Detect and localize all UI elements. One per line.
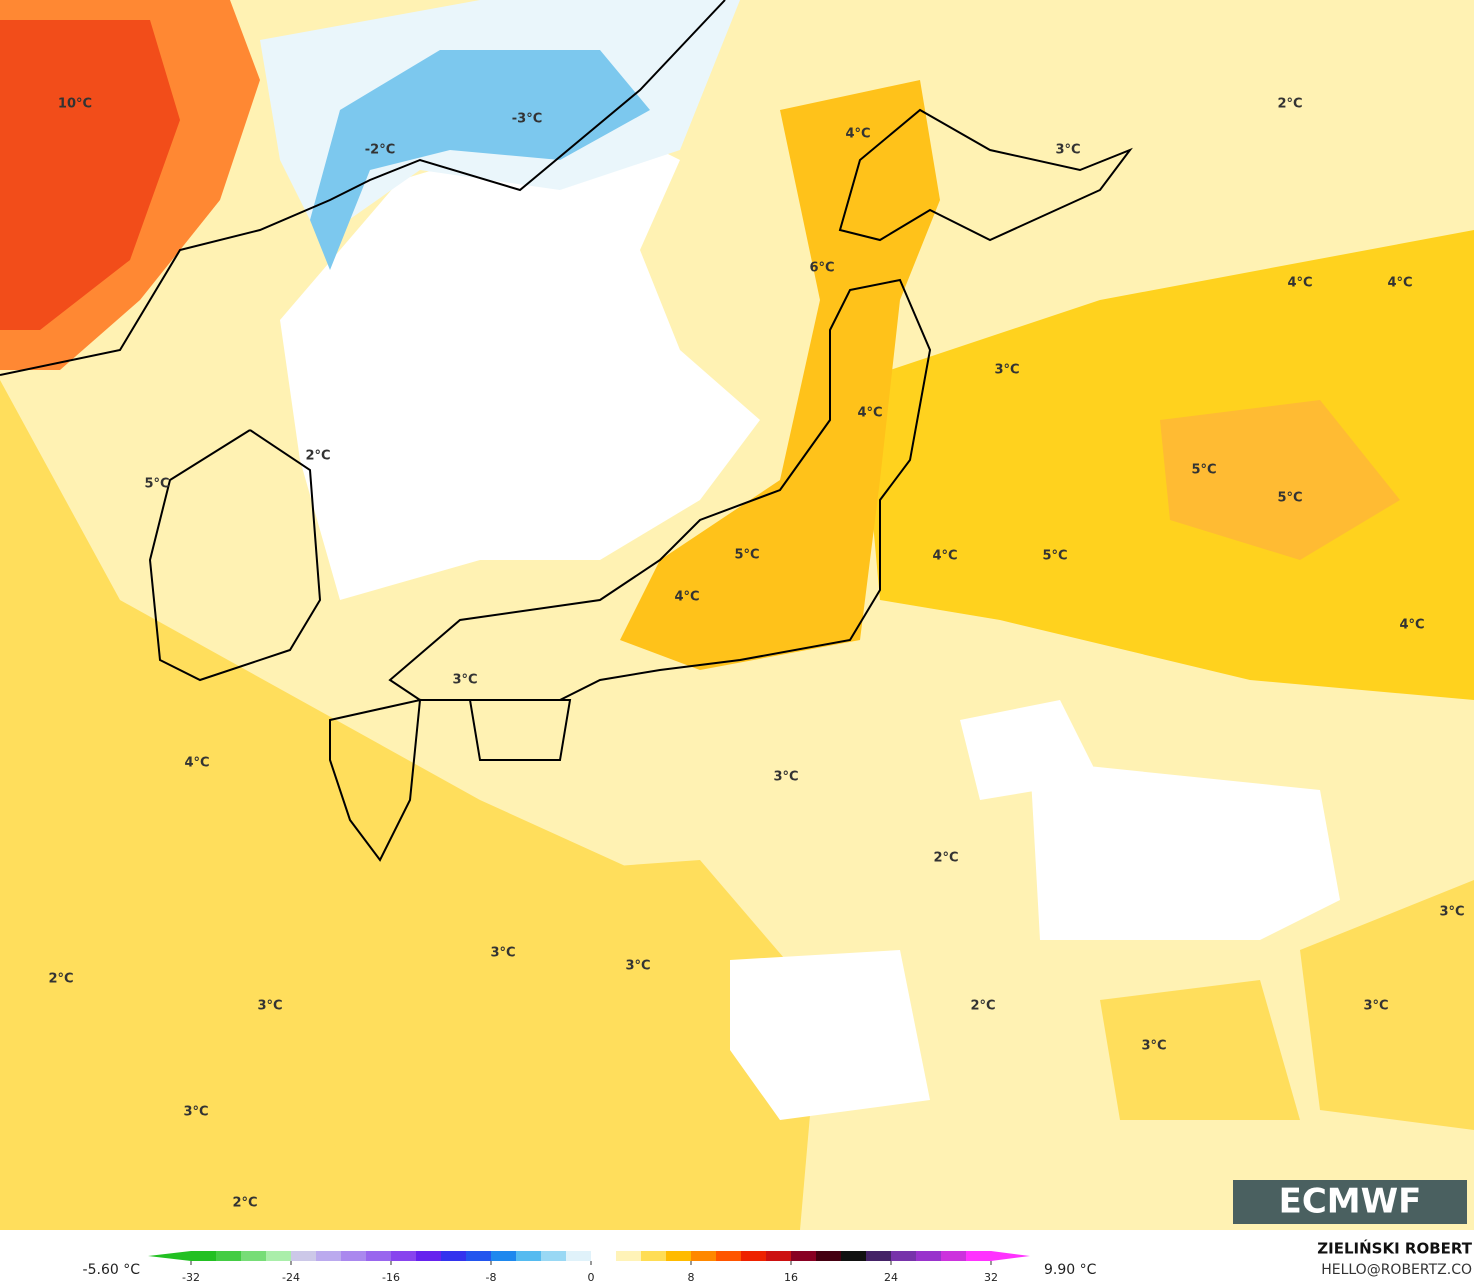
colorbar-segment <box>516 1251 542 1261</box>
temperature-label: 3°C <box>490 946 515 961</box>
temperature-label: 5°C <box>1277 491 1302 506</box>
colorbar-tick-label: 24 <box>884 1271 898 1284</box>
colorbar-segment <box>591 1251 617 1261</box>
colorbar-tick-label: -16 <box>382 1271 400 1284</box>
colorbar-segment <box>566 1251 592 1261</box>
temperature-label: 2°C <box>232 1196 257 1211</box>
colorbar-segment <box>791 1251 817 1261</box>
coastline <box>838 108 1133 242</box>
temperature-label: 3°C <box>1141 1039 1166 1054</box>
colorbar-segment <box>316 1251 342 1261</box>
colorbar-tick-label: 32 <box>984 1271 998 1284</box>
colorbar-end <box>991 1251 1030 1261</box>
map: 10°C -2°C -3°C 4°C 3°C 2°C 6°C 4°C 4°C 3°C 4°C 2°C 5… <box>0 0 1474 1230</box>
temperature-label: 3°C <box>773 770 798 785</box>
max-label: 9.90 °C <box>1044 1262 1097 1278</box>
temperature-label: 5°C <box>144 477 169 492</box>
temperature-label: 2°C <box>1277 97 1302 112</box>
colorbar-tick-label: -24 <box>282 1271 300 1284</box>
colorbar-segment <box>691 1251 717 1261</box>
anomaly-area <box>0 20 180 330</box>
temperature-label: 4°C <box>1399 618 1424 633</box>
anomaly-area <box>730 700 1340 1120</box>
colorbar-segment <box>266 1251 292 1261</box>
anomaly-area <box>300 860 820 1230</box>
temperature-label: 3°C <box>994 363 1019 378</box>
colorbar-segment <box>666 1251 692 1261</box>
temperature-label: 4°C <box>857 406 882 421</box>
temperature-label: 6°C <box>809 261 834 276</box>
colorbar-segment <box>966 1251 992 1261</box>
colorbar: -5.60 °C 9.90 °C -32 -24 -16 -8 0 8 16 24 32 <box>83 1251 1097 1284</box>
temperature-label: 10°C <box>58 97 92 112</box>
colorbar-segment <box>366 1251 392 1261</box>
colorbar-segment <box>191 1251 217 1261</box>
colorbar-segment <box>716 1251 742 1261</box>
colorbar-segment <box>466 1251 492 1261</box>
temperature-label: 4°C <box>184 756 209 771</box>
coastline <box>329 698 572 862</box>
temperature-label: 5°C <box>734 548 759 563</box>
colorbar-tick-label: 8 <box>688 1271 695 1284</box>
colorbar-tick-label: 16 <box>784 1271 798 1284</box>
anomaly-area <box>280 120 760 600</box>
colorbar-segment <box>866 1251 892 1261</box>
colorbar-segment <box>216 1251 242 1261</box>
temperature-label: 4°C <box>1287 276 1312 291</box>
temperature-label: 3°C <box>1363 999 1388 1014</box>
colorbar-segment <box>916 1251 942 1261</box>
temperature-label: 2°C <box>48 972 73 987</box>
temperature-label: -3°C <box>512 112 542 127</box>
colorbar-tick-label: -32 <box>182 1271 200 1284</box>
colorbar-segment <box>416 1251 442 1261</box>
temperature-label: 3°C <box>1055 143 1080 158</box>
colorbar-segment <box>941 1251 967 1261</box>
temperature-label: 5°C <box>1042 549 1067 564</box>
temperature-label: 4°C <box>1387 276 1412 291</box>
colorbar-segment <box>741 1251 767 1261</box>
colorbar-end <box>148 1251 191 1261</box>
temperature-label: 3°C <box>625 959 650 974</box>
coastline <box>0 0 726 376</box>
temperature-label: 2°C <box>970 999 995 1014</box>
colorbar-segment <box>766 1251 792 1261</box>
temperature-label: 3°C <box>183 1105 208 1120</box>
temperature-label: 4°C <box>845 127 870 142</box>
colorbar-segment <box>291 1251 317 1261</box>
logo: ECMWF <box>1233 1180 1467 1224</box>
anomaly-area <box>1100 880 1474 1130</box>
temperature-label: 3°C <box>257 999 282 1014</box>
colorbar-segment <box>816 1251 842 1261</box>
colorbar-segment <box>341 1251 367 1261</box>
colorbar-segment <box>491 1251 517 1261</box>
colorbar-segment <box>241 1251 267 1261</box>
colorbar-segment <box>891 1251 917 1261</box>
temperature-label: 3°C <box>1439 905 1464 920</box>
colorbar-segment <box>391 1251 417 1261</box>
email: HELLO@ROBERTZ.CO <box>1321 1262 1472 1278</box>
logo-box <box>1233 1180 1467 1224</box>
temperature-label: 2°C <box>933 851 958 866</box>
temperature-label: 3°C <box>452 673 477 688</box>
temperature-label: 5°C <box>1191 463 1216 478</box>
colorbar-segment <box>641 1251 667 1261</box>
temperature-label: 4°C <box>932 549 957 564</box>
anomaly-area <box>620 80 940 670</box>
min-label: -5.60 °C <box>83 1262 141 1278</box>
colorbar-tick-label: -8 <box>486 1271 497 1284</box>
temperature-label: 2°C <box>305 449 330 464</box>
logo-text: ECMWF <box>1279 1182 1422 1222</box>
anomaly-area <box>310 50 650 270</box>
author: ZIELIŃSKI ROBERT <box>1317 1239 1472 1258</box>
colorbar-tick-label: 0 <box>588 1271 595 1284</box>
colorbar-segment <box>841 1251 867 1261</box>
coastline <box>148 429 322 682</box>
anomaly-area <box>1160 400 1400 560</box>
temperature-label: -2°C <box>365 143 395 158</box>
colorbar-segment <box>616 1251 642 1261</box>
colorbar-segment <box>441 1251 467 1261</box>
colorbar-segment <box>541 1251 567 1261</box>
temperature-label: 4°C <box>674 590 699 605</box>
